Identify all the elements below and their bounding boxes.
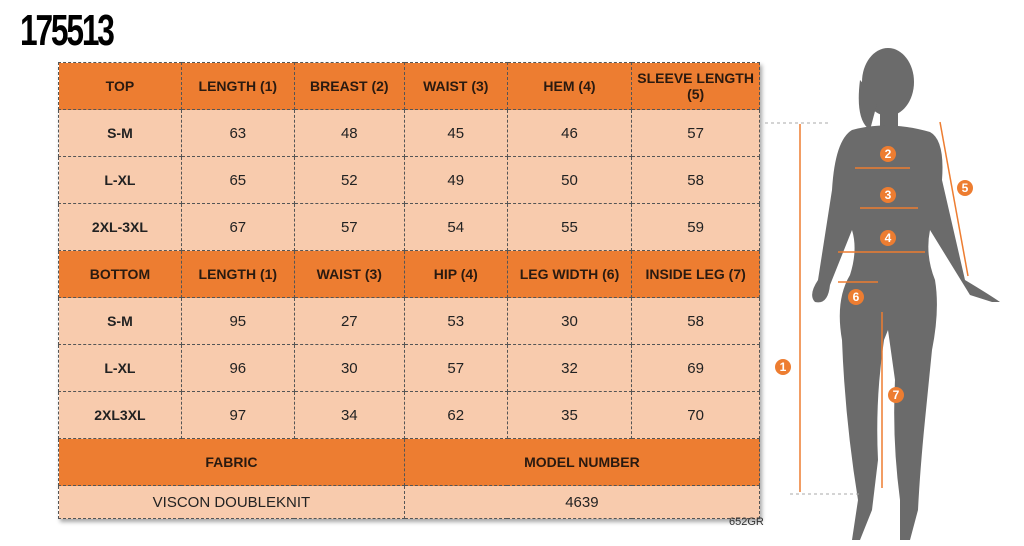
svg-text:2: 2 (885, 147, 892, 161)
header-cell: LENGTH (1) (180, 62, 295, 110)
svg-text:7: 7 (893, 388, 900, 402)
marker-7-icon: 7 (888, 387, 904, 403)
table-row: L-XL 96 30 57 32 69 (58, 344, 760, 392)
table-cell: 54 (403, 203, 508, 251)
body-measurement-figure: 1 2 3 4 5 6 7 (765, 48, 1000, 541)
measure-lines (799, 121, 969, 492)
table-cell: 34 (293, 391, 405, 439)
table-cell: 96 (180, 344, 295, 392)
bottom-header-row: BOTTOM LENGTH (1) WAIST (3) HIP (4) LEG WIDT… (58, 250, 760, 298)
marker-1-icon: 1 (775, 359, 791, 375)
footer-code: 652GR (729, 516, 764, 528)
header-cell: HEM (4) (506, 62, 633, 110)
table-cell: 62 (403, 391, 508, 439)
info-row: VISCON DOUBLEKNIT 4639 (58, 485, 761, 519)
table-cell: 49 (403, 156, 508, 204)
table-cell: 46 (506, 109, 633, 157)
table-cell: 55 (506, 203, 633, 251)
table-cell: 69 (631, 344, 760, 392)
header-cell: WAIST (3) (403, 62, 508, 110)
header-cell: BREAST (2) (293, 62, 405, 110)
header-cell: WAIST (3) (293, 250, 405, 298)
top-header-row: TOP LENGTH (1) BREAST (2) WAIST (3) HEM (4) S… (58, 62, 760, 110)
table-cell: 70 (631, 391, 760, 439)
header-cell: BOTTOM (58, 250, 182, 298)
table-row: 2XL3XL 97 34 62 35 70 (58, 391, 760, 439)
table-row: L-XL 65 52 49 50 58 (58, 156, 760, 204)
table-cell: 95 (180, 297, 295, 345)
table-cell: 65 (180, 156, 295, 204)
svg-text:3: 3 (885, 188, 892, 202)
table-cell: 50 (506, 156, 633, 204)
table-cell: 48 (293, 109, 405, 157)
table-cell: 27 (293, 297, 405, 345)
table-cell: 58 (631, 156, 760, 204)
header-cell: TOP (58, 62, 182, 110)
table-cell: 2XL-3XL (58, 203, 182, 251)
table-cell: 58 (631, 297, 760, 345)
table-cell: 35 (506, 391, 633, 439)
table-cell: 45 (403, 109, 508, 157)
marker-5-icon: 5 (957, 180, 973, 196)
table-cell: 2XL3XL (58, 391, 182, 439)
table-row: 2XL-3XL 67 57 54 55 59 (58, 203, 760, 251)
svg-text:5: 5 (962, 181, 969, 195)
table-cell: S-M (58, 109, 182, 157)
header-cell: LEG WIDTH (6) (506, 250, 633, 298)
marker-2-icon: 2 (880, 146, 896, 162)
info-row-cell: VISCON DOUBLEKNIT (58, 485, 405, 519)
table-cell: 53 (403, 297, 508, 345)
header-cell: INSIDE LEG (7) (631, 250, 760, 298)
silhouette (812, 48, 1000, 541)
table-cell: 30 (506, 297, 633, 345)
table-cell: 67 (180, 203, 295, 251)
svg-text:1: 1 (780, 360, 787, 374)
header-cell: LENGTH (1) (180, 250, 295, 298)
table-cell: 57 (631, 109, 760, 157)
size-chart-table: TOP LENGTH (1) BREAST (2) WAIST (3) HEM (4) S… (58, 62, 761, 519)
table-cell: 32 (506, 344, 633, 392)
table-row: S-M 95 27 53 30 58 (58, 297, 760, 345)
table-cell: 59 (631, 203, 760, 251)
info-header-row-cell: MODEL NUMBER (403, 438, 761, 486)
marker-6-icon: 6 (848, 289, 864, 305)
table-cell: L-XL (58, 344, 182, 392)
header-cell: HIP (4) (403, 250, 508, 298)
svg-text:6: 6 (853, 290, 860, 304)
table-cell: 57 (403, 344, 508, 392)
info-header-row-cell: FABRIC (58, 438, 405, 486)
table-cell: L-XL (58, 156, 182, 204)
table-cell: 97 (180, 391, 295, 439)
table-cell: S-M (58, 297, 182, 345)
table-cell: 57 (293, 203, 405, 251)
marker-4-icon: 4 (880, 230, 896, 246)
table-cell: 63 (180, 109, 295, 157)
table-cell: 52 (293, 156, 405, 204)
table-row: S-M 63 48 45 46 57 (58, 109, 760, 157)
table-cell: 30 (293, 344, 405, 392)
info-header-row: FABRIC MODEL NUMBER (58, 438, 761, 486)
svg-text:4: 4 (885, 231, 892, 245)
marker-3-icon: 3 (880, 187, 896, 203)
header-cell: SLEEVE LENGTH (5) (631, 62, 760, 110)
product-code: 175513 (20, 6, 115, 55)
info-row-cell: 4639 (403, 485, 761, 519)
